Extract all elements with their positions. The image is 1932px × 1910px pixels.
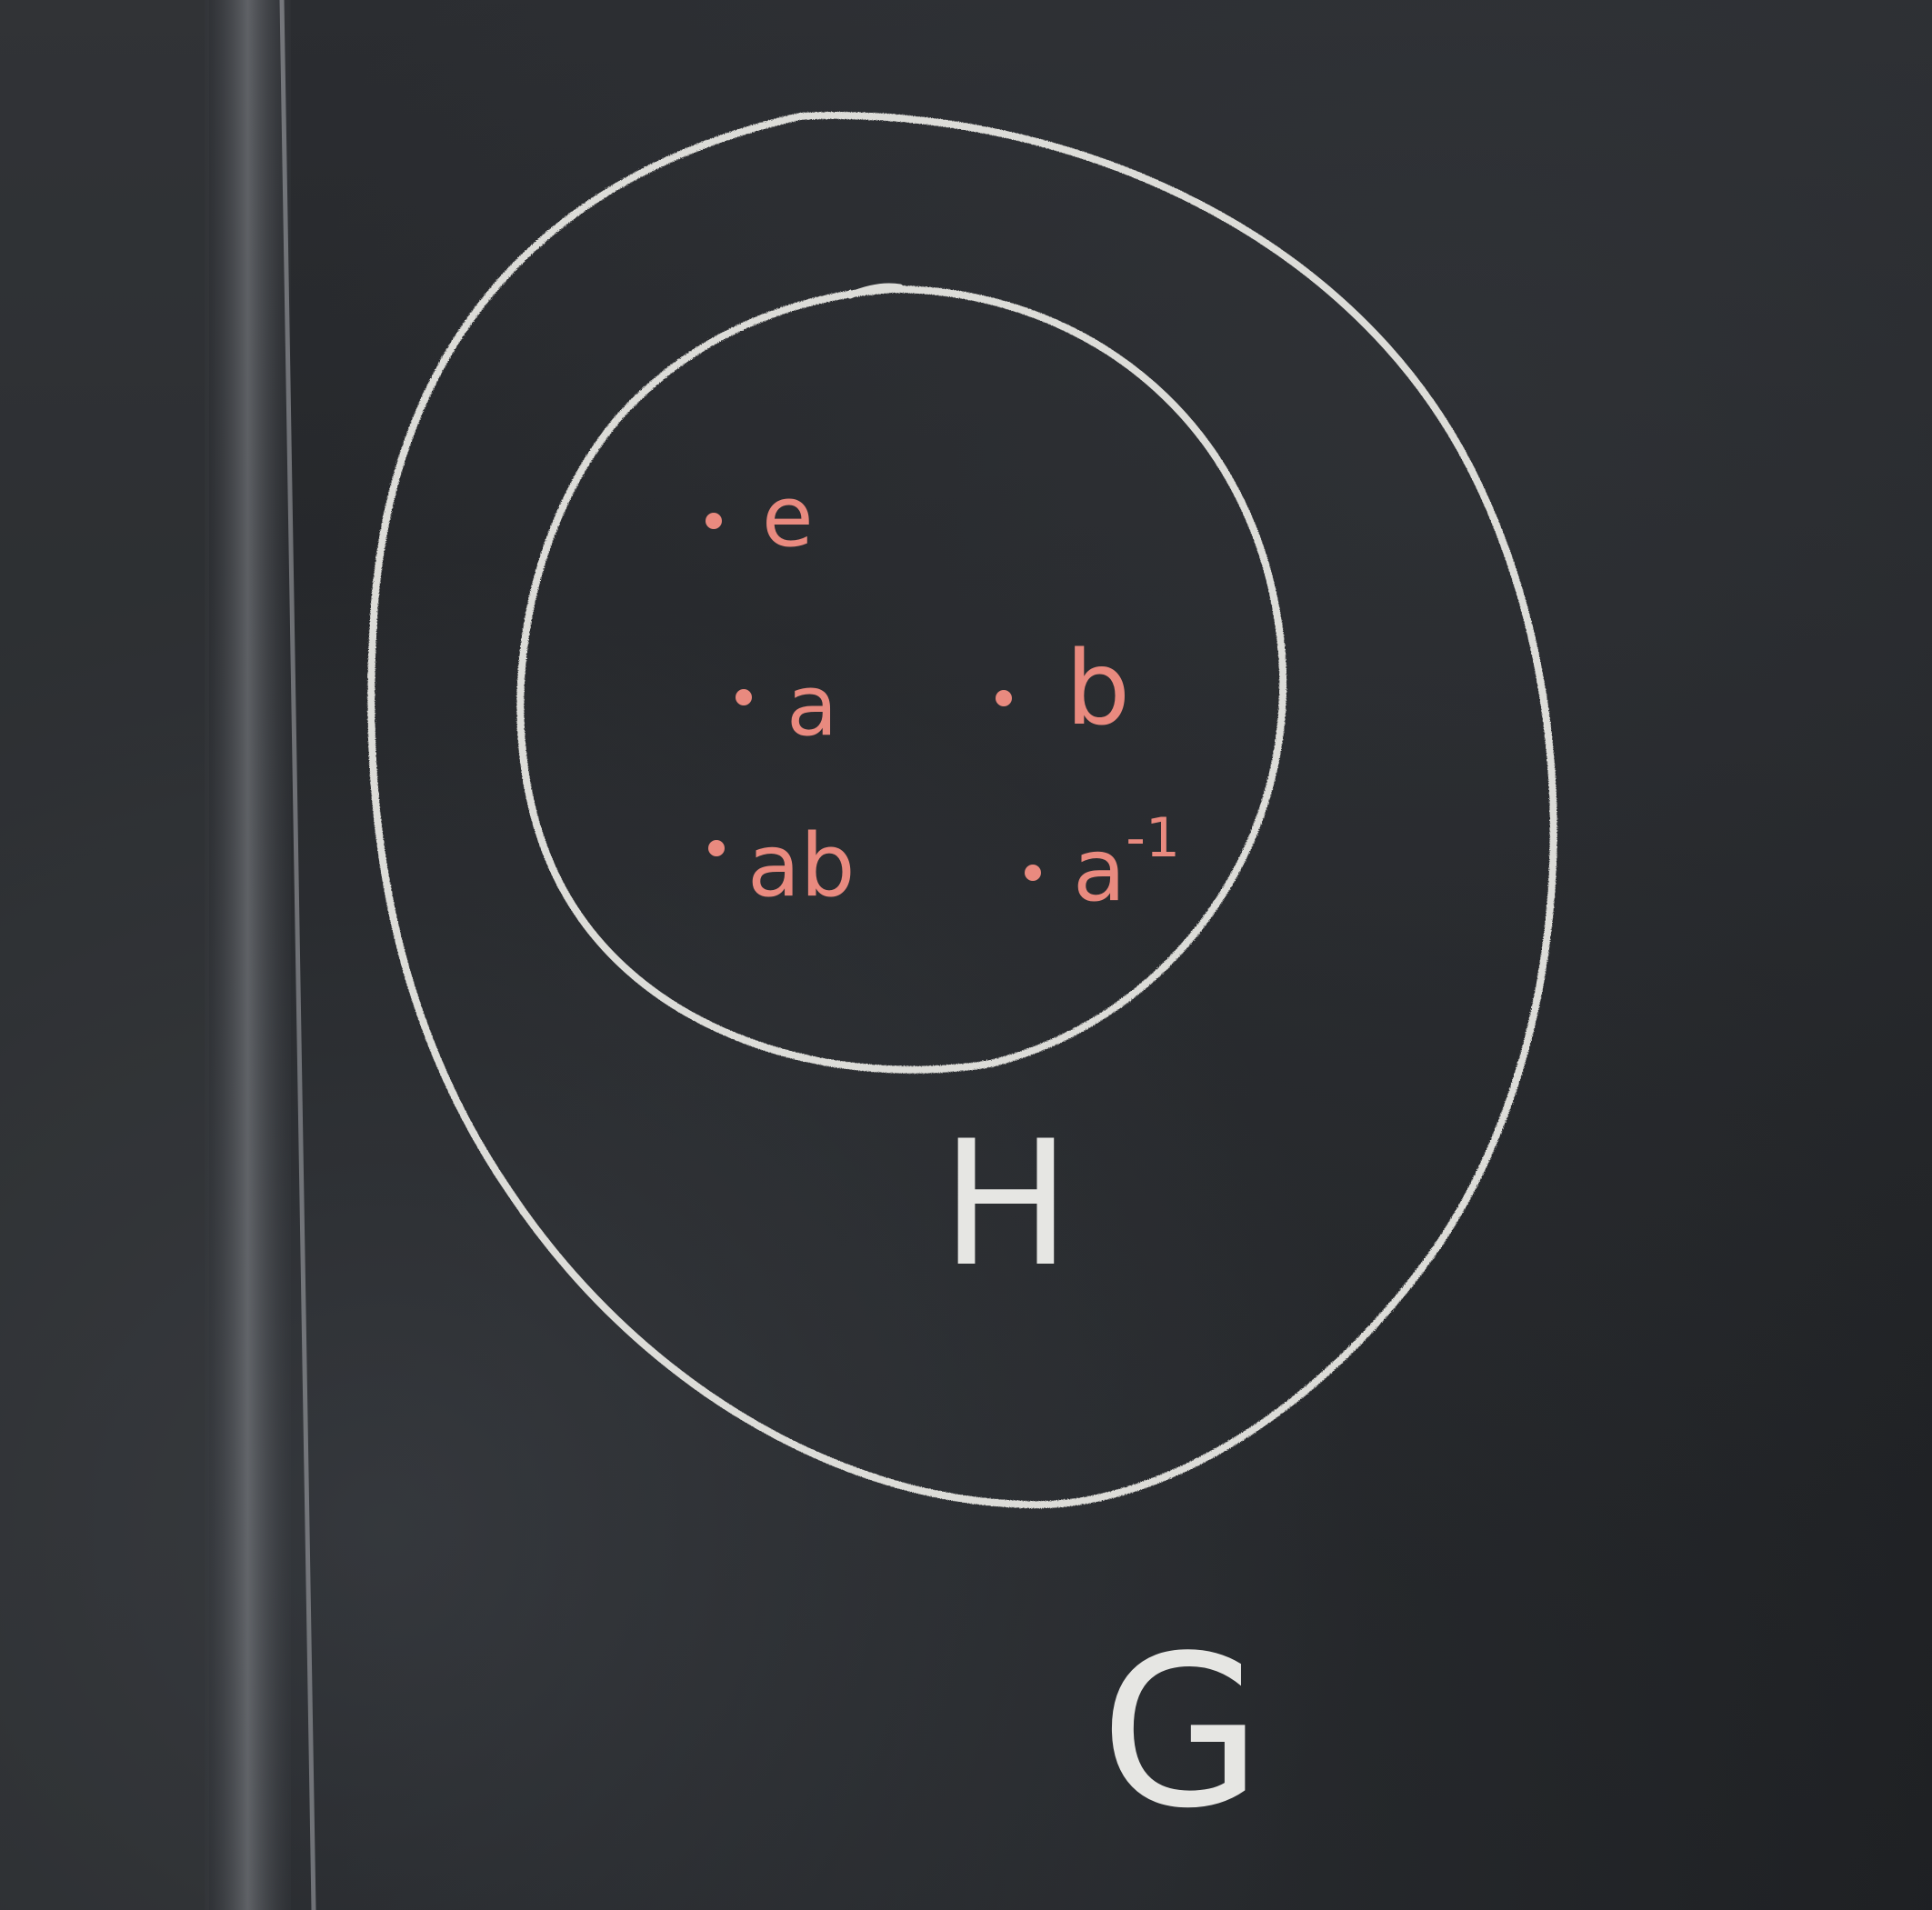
element-label-a-inverse-base: a (1073, 821, 1126, 921)
element-label-b: b (1066, 630, 1130, 748)
element-label-e: e (762, 468, 814, 565)
element-label-a-inverse: a-1 (1073, 806, 1180, 921)
board-left-panel (0, 0, 209, 1910)
element-label-a-inverse-exponent: -1 (1126, 806, 1180, 870)
element-dot-e (706, 513, 722, 529)
group-label: G (1100, 1612, 1262, 1855)
element-dot-ab (708, 840, 725, 856)
board-edge (205, 0, 291, 1910)
subgroup-label: H (941, 1104, 1071, 1305)
element-dot-a-inverse (1025, 865, 1041, 881)
subgroup-boundary-overlap (846, 283, 904, 299)
element-label-a: a (786, 657, 837, 755)
subgroup-boundary (516, 285, 1287, 1074)
element-dot-a (736, 689, 752, 705)
element-label-ab: ab (747, 816, 856, 916)
group-boundary (367, 112, 1557, 1509)
element-dot-b (996, 690, 1012, 706)
board-seam-line (279, 0, 316, 1910)
